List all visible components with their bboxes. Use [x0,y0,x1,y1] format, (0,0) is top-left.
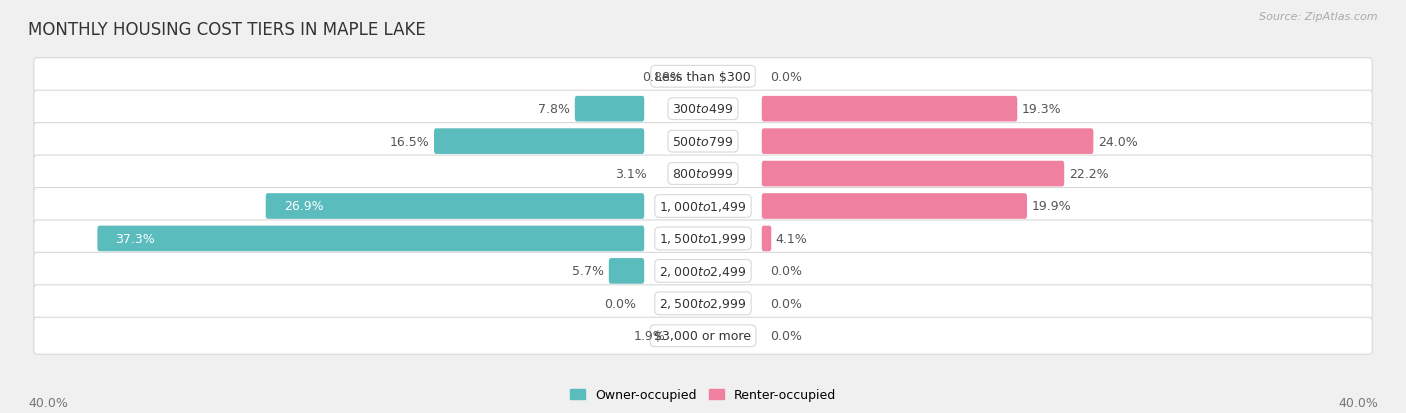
Text: 19.9%: 19.9% [1032,200,1071,213]
FancyBboxPatch shape [434,129,644,154]
FancyBboxPatch shape [762,97,1018,122]
FancyBboxPatch shape [34,285,1372,322]
FancyBboxPatch shape [34,188,1372,225]
FancyBboxPatch shape [762,129,1094,154]
FancyBboxPatch shape [762,194,1026,219]
Text: 5.7%: 5.7% [572,265,605,278]
FancyBboxPatch shape [575,97,644,122]
Text: $3,000 or more: $3,000 or more [655,330,751,342]
FancyBboxPatch shape [266,194,644,219]
FancyBboxPatch shape [34,59,1372,95]
Text: 3.1%: 3.1% [614,168,647,180]
Text: 40.0%: 40.0% [1339,396,1378,409]
FancyBboxPatch shape [34,91,1372,128]
Text: 7.8%: 7.8% [538,103,571,116]
Text: 0.0%: 0.0% [603,297,636,310]
Text: 19.3%: 19.3% [1022,103,1062,116]
Text: $1,000 to $1,499: $1,000 to $1,499 [659,199,747,214]
Text: 0.0%: 0.0% [770,265,803,278]
FancyBboxPatch shape [34,156,1372,192]
Text: 0.0%: 0.0% [770,71,803,83]
FancyBboxPatch shape [34,253,1372,290]
Text: 37.3%: 37.3% [115,233,155,245]
Text: 24.0%: 24.0% [1098,135,1137,148]
Text: $2,500 to $2,999: $2,500 to $2,999 [659,297,747,311]
Text: 0.0%: 0.0% [770,330,803,342]
Text: 0.88%: 0.88% [643,71,682,83]
Text: $2,000 to $2,499: $2,000 to $2,499 [659,264,747,278]
Text: Less than $300: Less than $300 [655,71,751,83]
Text: 1.9%: 1.9% [634,330,666,342]
FancyBboxPatch shape [97,226,644,252]
FancyBboxPatch shape [762,226,772,252]
FancyBboxPatch shape [609,259,644,284]
Text: $300 to $499: $300 to $499 [672,103,734,116]
FancyBboxPatch shape [34,221,1372,257]
Text: 22.2%: 22.2% [1069,168,1108,180]
Text: $800 to $999: $800 to $999 [672,168,734,180]
Text: 26.9%: 26.9% [284,200,323,213]
Text: $1,500 to $1,999: $1,500 to $1,999 [659,232,747,246]
Legend: Owner-occupied, Renter-occupied: Owner-occupied, Renter-occupied [569,388,837,401]
Text: 16.5%: 16.5% [389,135,429,148]
Text: $500 to $799: $500 to $799 [672,135,734,148]
Text: MONTHLY HOUSING COST TIERS IN MAPLE LAKE: MONTHLY HOUSING COST TIERS IN MAPLE LAKE [28,21,426,38]
FancyBboxPatch shape [762,161,1064,187]
Text: 4.1%: 4.1% [776,233,807,245]
Text: 0.0%: 0.0% [770,297,803,310]
FancyBboxPatch shape [34,318,1372,354]
FancyBboxPatch shape [34,123,1372,160]
Text: Source: ZipAtlas.com: Source: ZipAtlas.com [1260,12,1378,22]
Text: 40.0%: 40.0% [28,396,67,409]
